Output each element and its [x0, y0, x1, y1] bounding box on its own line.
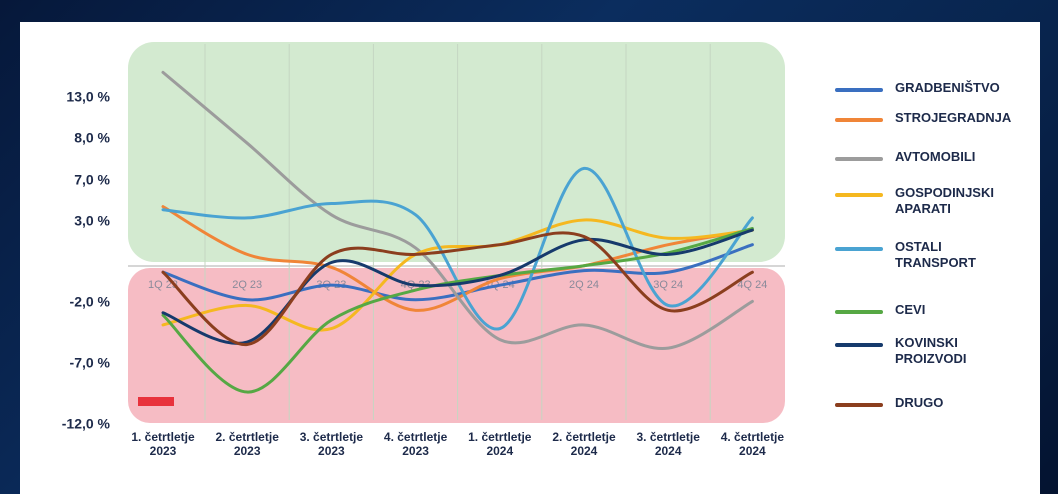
quarter-label: 4Q 24 — [737, 279, 767, 291]
series-line — [161, 218, 754, 332]
x-tick-label: 2. četrtletje 2024 — [552, 430, 616, 458]
y-tick-label: 13,0 % — [66, 89, 110, 105]
legend-label: AVTOMOBILI — [895, 149, 976, 164]
x-tick-label: 2. četrtletje 2023 — [215, 430, 279, 458]
y-tick-label: -7,0 % — [70, 355, 111, 371]
legend-swatch — [835, 247, 883, 251]
legend-swatch — [835, 403, 883, 407]
legend-label: DRUGO — [895, 395, 944, 410]
negative-zone — [128, 268, 785, 423]
marker — [138, 397, 174, 406]
series-line — [161, 231, 754, 346]
y-tick-label: 3,0 % — [74, 213, 110, 229]
series-line — [161, 166, 754, 331]
x-tick-label: 1. četrtletje 2024 — [468, 430, 532, 458]
legend-label: GRADBENIŠTVO — [895, 80, 1000, 95]
quarter-label: 2Q 24 — [569, 279, 599, 291]
y-tick-label: -2,0 % — [70, 294, 111, 310]
series-line — [161, 228, 754, 345]
y-tick-label: -12,0 % — [62, 416, 111, 432]
legend-label: KOVINSKI PROIZVODI — [895, 335, 967, 366]
legend-swatch — [835, 157, 883, 161]
legend-swatch — [835, 343, 883, 347]
x-tick-label: 4. četrtletje 2024 — [720, 430, 785, 458]
positive-zone — [128, 42, 785, 262]
y-tick-label: 8,0 % — [74, 130, 110, 146]
legend-label: STROJEGRADNJA — [895, 110, 1012, 125]
x-tick-label: 4. četrtletje 2023 — [383, 430, 448, 458]
legend-swatch — [835, 193, 883, 197]
series-line — [161, 70, 754, 350]
x-tick-label: 3. četrtletje 2023 — [299, 430, 364, 458]
legend-label: OSTALI TRANSPORT — [895, 239, 976, 270]
legend-label: CEVI — [895, 302, 926, 317]
legend-swatch — [835, 118, 883, 122]
quarter-label: 2Q 23 — [232, 279, 262, 291]
legend-swatch — [835, 88, 883, 92]
series-line — [161, 205, 754, 312]
x-tick-label: 1. četrtletje 2023 — [131, 430, 195, 458]
y-tick-label: 7,0 % — [74, 172, 110, 188]
legend-swatch — [835, 310, 883, 314]
x-tick-label: 3. četrtletje 2024 — [636, 430, 700, 458]
quarter-label: 3Q 24 — [653, 279, 683, 291]
legend-label: GOSPODINJSKI APARATI — [895, 185, 994, 216]
